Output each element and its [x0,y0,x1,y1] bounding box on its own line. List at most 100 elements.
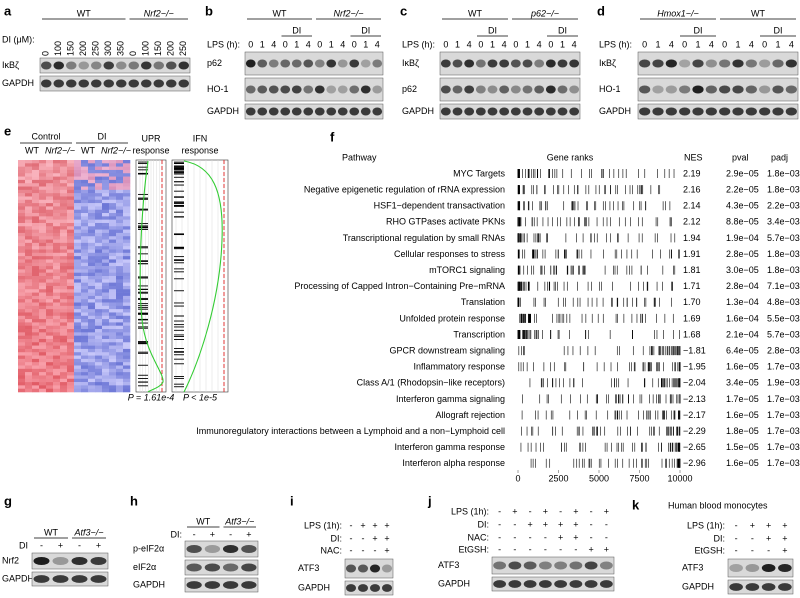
heatmap-cell [88,342,96,346]
heatmap-cell [39,292,47,297]
band [745,59,757,68]
heatmap-cell [109,358,117,363]
heatmap-cell [39,236,47,240]
heatmap-cell [109,325,117,330]
heatmap-cell [123,329,131,333]
heatmap-cell [25,236,33,240]
band [204,581,221,589]
heatmap-cell [60,163,68,167]
heatmap-cell [123,305,131,310]
heatmap-cell [67,319,75,323]
pval: 1.6e−04 [726,313,759,323]
heatmap-cell [46,325,54,330]
heatmap-cell [123,289,131,293]
heatmap-cell [95,160,103,164]
heatmap-cell [67,348,75,353]
blot [439,103,581,120]
heatmap-cell [88,232,96,237]
padj: 5.5e−03 [767,313,800,323]
heatmap-cell [53,329,61,333]
heatmap-cell [123,332,131,336]
heatmap-cell [81,269,89,273]
heatmap-cell [53,209,61,214]
band [141,79,152,88]
heatmap-cell [18,226,26,230]
heatmap-cell [67,365,75,370]
heatmap-cell [18,219,26,224]
band [440,107,451,116]
heatmap-cell [60,173,68,177]
heatmap-cell [81,305,89,310]
heatmap-cell [32,385,40,389]
heatmap-cell [53,160,61,164]
heatmap-cell [67,272,75,277]
band [103,79,114,88]
pathway-name: Interferon gamma response [394,442,505,452]
pathway-name: GPCR downstream signaling [389,345,505,355]
band [153,61,164,70]
heatmap-cell [74,276,82,280]
lane-label: 0 [722,39,727,49]
heatmap-cell [74,196,82,201]
gsea-pvalue: P < 1e-5 [183,392,218,402]
heatmap-cell [109,322,117,327]
band [705,107,717,116]
blot [184,540,259,558]
pathway-name: Processing of Capped Intron−Containing P… [294,281,505,291]
heatmap-cell [74,166,82,171]
heatmap-cell [18,338,26,343]
band [257,85,268,94]
heatmap-cell [53,219,61,224]
heatmap-cell [25,282,33,287]
band [440,59,451,68]
heatmap-cell [123,272,131,277]
heatmap-cell [53,246,61,250]
heatmap-cell [116,355,124,360]
heatmap-cell [39,169,47,174]
heatmap-cell [25,338,33,343]
heatmap-cell [109,315,117,320]
band [534,107,545,116]
heatmap-cell [88,385,96,389]
heatmap-cell [116,329,124,333]
heatmap-cell [46,385,54,389]
heatmap-cell [88,269,96,273]
row-label: LPS (1h): [451,506,489,516]
heatmap-cell [109,285,117,290]
heatmap-cell [109,375,117,380]
heatmap-cell [46,252,54,257]
band [510,107,521,116]
heatmap-cell [81,279,89,283]
heatmap-cell [95,213,103,217]
heatmap-cell [32,259,40,264]
heatmap-cell [109,203,117,207]
heatmap-cell [102,213,110,217]
heatmap-cell [53,236,61,240]
heatmap-cell [60,299,68,303]
heatmap-cell [53,249,61,254]
heatmap-cell [81,335,89,340]
lane-label: - [193,529,196,539]
heatmap-cell [39,272,47,277]
heatmap-cell [60,362,68,366]
heatmap-cell [102,259,110,264]
heatmap-cell [123,232,131,237]
band [166,79,177,88]
heatmap-cell [32,163,40,167]
heatmap-cell [81,183,89,187]
heatmap-cell [53,163,61,167]
blot [244,77,384,102]
heatmap-cell [32,378,40,383]
heatmap-cell [116,213,124,217]
heatmap-cell [39,295,47,300]
heatmap-cell [95,332,103,336]
heatmap-cell [102,216,110,220]
heatmap-cell [60,166,68,171]
heatmap-cell [123,166,131,171]
heatmap-cell [88,299,96,303]
heatmap-cell [95,322,103,327]
band [499,85,510,94]
heatmap-cell [88,209,96,214]
band [381,564,393,573]
pval: 2.8e−05 [726,249,759,259]
